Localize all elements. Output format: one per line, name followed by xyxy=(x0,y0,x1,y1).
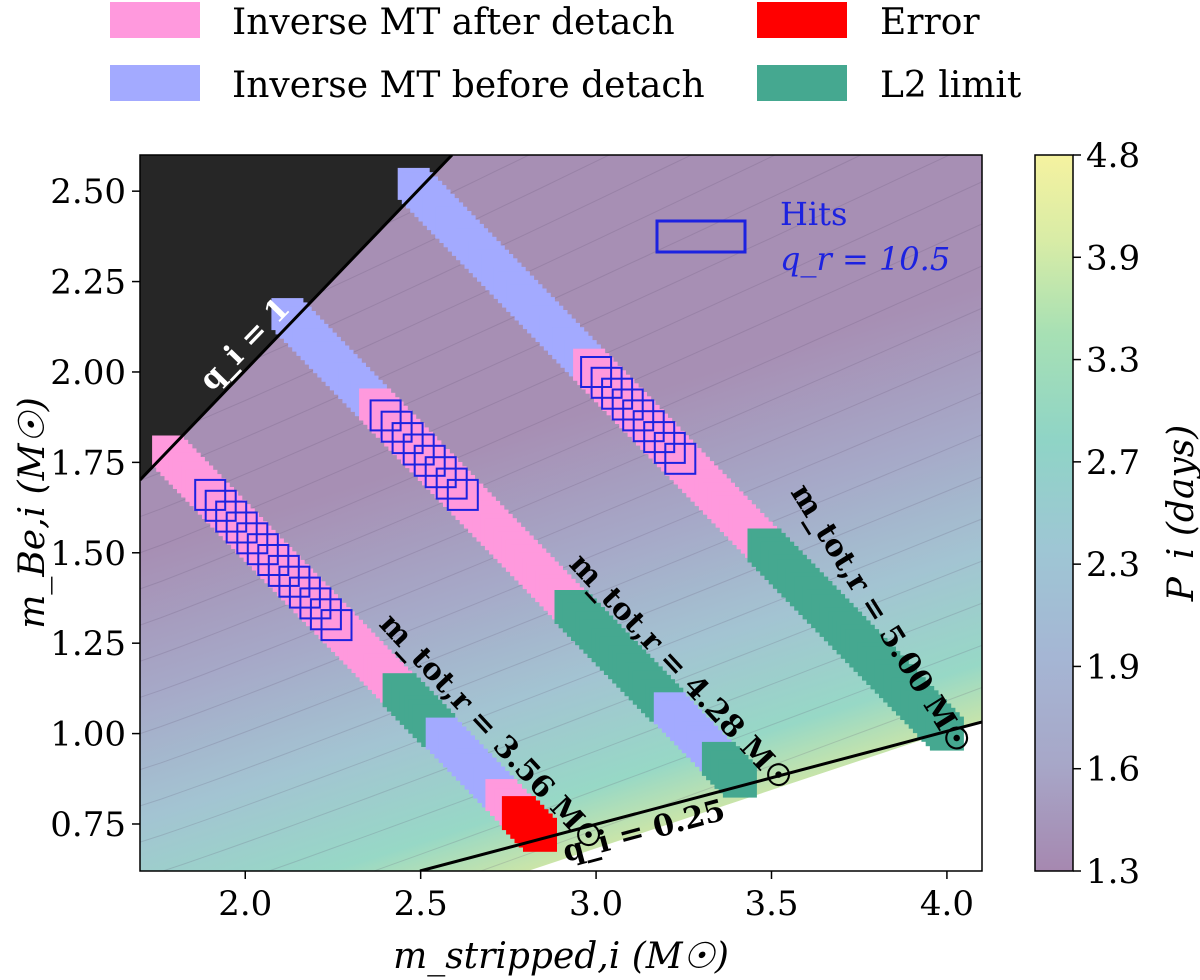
plot-frame xyxy=(139,154,983,872)
y-tick-label: 2.50 xyxy=(50,172,126,212)
colorbar: 1.3 1.6 1.9 2.3 2.7 3.3 3.9 4.8 P_i (days) xyxy=(1034,136,1200,892)
period-contour xyxy=(140,155,863,481)
legend-swatch-inverse-before xyxy=(110,65,200,101)
period-contour xyxy=(140,476,982,807)
colorbar-tick-label: 1.3 xyxy=(1086,852,1140,892)
x-axis-label: m_stripped,i (M☉) xyxy=(393,936,729,977)
period-contour xyxy=(140,518,982,843)
hit-marker xyxy=(413,444,446,477)
hit-marker xyxy=(267,554,300,587)
period-contour xyxy=(140,349,982,698)
hit-marker xyxy=(632,410,665,443)
hit-marker xyxy=(391,422,424,455)
hit-marker xyxy=(590,366,623,399)
hit-marker xyxy=(278,565,311,598)
hits-legend-value: q_r = 10.5 xyxy=(780,240,950,278)
q-upper-boundary-line xyxy=(140,155,454,482)
q-lower-boundary-line xyxy=(419,720,982,871)
legend-item-inverse-after: Inverse MT after detach xyxy=(110,2,675,43)
colorbar-gradient xyxy=(1034,154,1074,872)
colorbar-tick-label: 2.7 xyxy=(1086,443,1140,483)
period-contour xyxy=(140,155,693,409)
y-axis-label: m_Be,i (M☉) xyxy=(12,397,53,629)
hit-marker xyxy=(246,533,279,566)
y-tick-label: 2.00 xyxy=(50,353,126,393)
hit-marker xyxy=(236,522,269,555)
legend-item-l2: L2 limit xyxy=(757,65,1022,106)
hits-legend-box xyxy=(655,219,747,254)
hit-marker xyxy=(309,598,342,631)
hit-marker xyxy=(664,442,697,475)
y-tick-label: 1.00 xyxy=(50,715,126,755)
y-tick-label: 1.50 xyxy=(50,534,126,574)
hit-marker xyxy=(288,576,321,609)
colorbar-tick-label: 1.9 xyxy=(1086,647,1140,687)
period-contour xyxy=(140,155,777,445)
legend-swatch-inverse-after xyxy=(110,2,200,38)
legend-item-inverse-before: Inverse MT before detach xyxy=(110,65,705,106)
hit-marker xyxy=(653,431,686,464)
legend-label-inverse-after: Inverse MT after detach xyxy=(232,2,675,43)
hit-marker xyxy=(215,500,248,533)
legend-label-error: Error xyxy=(880,2,980,43)
x-tick-label: 3.0 xyxy=(569,884,623,924)
period-contour xyxy=(372,644,982,871)
hit-marker xyxy=(299,587,332,620)
model-cell-l2 xyxy=(722,763,757,798)
x-tick-label: 2.0 xyxy=(218,884,272,924)
colorbar-ticks: 1.3 1.6 1.9 2.3 2.7 3.3 3.9 4.8 xyxy=(1073,136,1140,892)
hit-marker xyxy=(402,433,435,466)
colorbar-tick-label: 4.8 xyxy=(1086,136,1140,176)
x-tick-label: 4.0 xyxy=(920,884,974,924)
hit-marker xyxy=(643,421,676,454)
hit-marker xyxy=(611,388,644,421)
legend-swatch-l2 xyxy=(757,65,847,101)
x-tick-label: 3.5 xyxy=(744,884,798,924)
legend-swatch-error xyxy=(757,2,847,38)
colorbar-tick-label: 3.9 xyxy=(1086,238,1140,278)
plot-area xyxy=(140,155,982,871)
hit-marker xyxy=(622,399,655,432)
period-contour xyxy=(140,181,982,554)
hit-marker xyxy=(194,478,227,511)
period-contour xyxy=(140,307,982,662)
colorbar-label: P_i (days) xyxy=(1161,425,1200,603)
hit-marker xyxy=(369,399,402,432)
hit-marker xyxy=(580,356,613,388)
colorbar-tick-label: 3.3 xyxy=(1086,341,1140,381)
colorbar-tick-label: 1.6 xyxy=(1086,750,1140,790)
hit-marker xyxy=(424,456,457,489)
colorbar-tick-label: 2.3 xyxy=(1086,545,1140,585)
hits-legend: Hits q_r = 10.5 xyxy=(655,195,950,278)
y-axis: 0.75 1.00 1.25 1.50 1.75 2.00 2.25 2.50 xyxy=(50,172,140,845)
x-tick-label: 2.5 xyxy=(394,884,448,924)
legend: Inverse MT after detach Inverse MT befor… xyxy=(110,2,1022,106)
period-contour xyxy=(140,223,982,590)
hits-legend-title: Hits xyxy=(780,195,847,233)
y-tick-label: 1.25 xyxy=(50,624,126,664)
x-axis: 2.0 2.5 3.0 3.5 4.0 xyxy=(218,871,974,924)
legend-label-l2: L2 limit xyxy=(880,65,1022,106)
hit-marker xyxy=(225,511,258,544)
y-tick-label: 0.75 xyxy=(50,805,126,845)
hit-marker xyxy=(204,489,237,522)
period-contour xyxy=(479,687,982,871)
legend-item-error: Error xyxy=(757,2,980,43)
hit-marker xyxy=(435,467,468,500)
hit-marker xyxy=(320,609,353,642)
y-tick-label: 1.75 xyxy=(50,443,126,483)
hit-marker xyxy=(257,544,290,576)
y-tick-label: 2.25 xyxy=(50,263,126,303)
hit-marker xyxy=(601,377,634,410)
hit-marker xyxy=(446,478,479,511)
hit-marker xyxy=(380,410,413,443)
model-cells xyxy=(152,167,964,852)
legend-label-inverse-before: Inverse MT before detach xyxy=(232,65,705,106)
